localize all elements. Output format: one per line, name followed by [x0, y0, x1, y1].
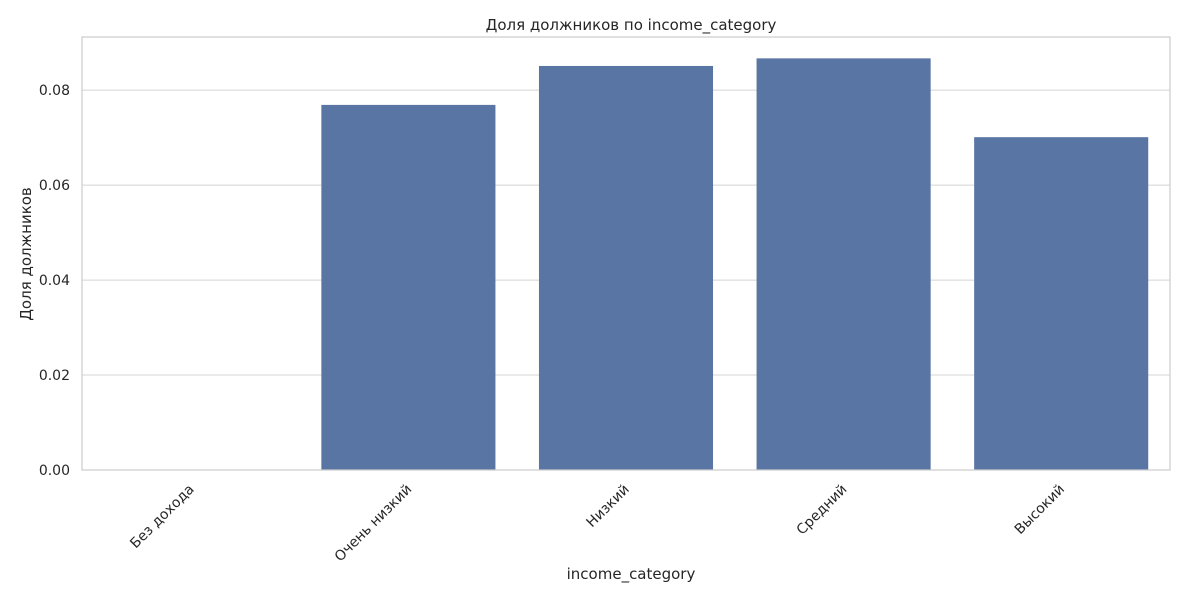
x-tick-label: Без дохода	[127, 482, 197, 552]
chart-title: Доля должников по income_category	[486, 16, 777, 35]
x-tick-labels: Без дохода Очень низкий Низкий Средний Высок…	[127, 482, 1068, 566]
bar	[974, 137, 1149, 471]
y-tick-label: 0.00	[39, 463, 70, 479]
bar	[321, 104, 496, 470]
y-tick-label: 0.02	[39, 368, 70, 384]
y-tick-labels: 0.00 0.02 0.04 0.06 0.08	[39, 83, 70, 479]
x-tick-label: Высокий	[1012, 482, 1068, 538]
x-tick-label: Средний	[794, 482, 851, 539]
y-tick-label: 0.04	[39, 273, 70, 289]
y-axis-title: Доля должников	[17, 187, 35, 321]
plot-frame	[81, 36, 1171, 471]
y-tick-label: 0.08	[39, 83, 70, 99]
bar	[756, 58, 931, 470]
bars	[321, 58, 1149, 471]
y-tick-label: 0.06	[39, 178, 70, 194]
bar	[538, 65, 714, 471]
x-axis-title: income_category	[567, 565, 696, 584]
x-tick-label: Очень низкий	[332, 482, 416, 566]
x-tick-label: Низкий	[584, 482, 633, 531]
